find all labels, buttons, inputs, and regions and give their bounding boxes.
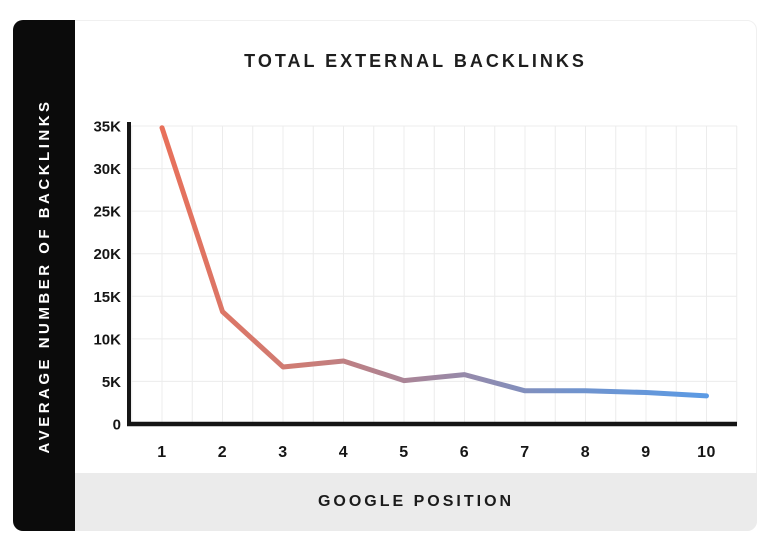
y-tick-label: 30K	[93, 161, 121, 178]
x-tick-label: 5	[399, 444, 408, 461]
chart-title: TOTAL EXTERNAL BACKLINKS	[244, 51, 587, 71]
y-tick-label: 35K	[93, 119, 121, 136]
x-tick-label: 6	[460, 444, 469, 461]
y-axis-bar: AVERAGE NUMBER OF BACKLINKS	[13, 20, 75, 531]
x-tick-label: 8	[581, 444, 590, 461]
x-axis-bar-label: GOOGLE POSITION	[317, 493, 515, 510]
y-tick-label: 15K	[93, 289, 121, 306]
x-axis-bar: GOOGLE POSITION	[75, 473, 757, 531]
x-tick-label: 7	[520, 444, 529, 461]
data-line	[159, 125, 709, 399]
y-tick-label: 20K	[93, 246, 121, 263]
x-tick-label: 3	[278, 444, 287, 461]
y-tick-label: 10K	[93, 331, 121, 348]
x-tick-label: 9	[641, 444, 650, 461]
x-tick-label: 10	[697, 444, 716, 461]
x-tick-label: 2	[218, 444, 227, 461]
y-tick-label: 5K	[102, 374, 121, 391]
x-tick-label: 4	[339, 444, 348, 461]
chart-card: TOTAL EXTERNAL BACKLINKS 0 5K 10K 15K 20K 25K…	[13, 20, 757, 531]
y-axis-bar-label: AVERAGE NUMBER OF BACKLINKS	[35, 97, 53, 454]
x-tick-label: 1	[157, 444, 166, 461]
y-tick-label: 25K	[93, 204, 121, 221]
chart-canvas: 0 5K 10K 15K 20K 25K 30K 35K 1 2 3 4 5 6 7 8 9 10	[93, 119, 738, 461]
y-tick-label: 0	[113, 417, 121, 434]
